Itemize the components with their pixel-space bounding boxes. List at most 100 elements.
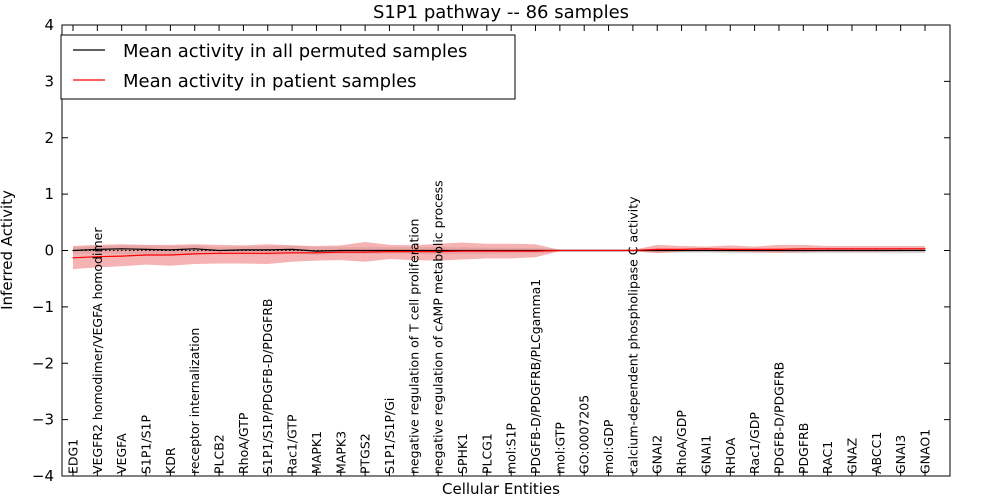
point-permuted-2 (121, 248, 123, 250)
y-tick-label: 2 (44, 129, 54, 147)
legend-label-patient: Mean activity in patient samples (123, 71, 417, 92)
point-patient-2 (121, 255, 123, 257)
point-patient-25 (681, 248, 683, 250)
category-label: MAPK3 (333, 431, 348, 474)
point-permuted-11 (340, 249, 342, 252)
category-label: Rac1/GTP (285, 414, 300, 474)
category-label: RAC1 (820, 441, 835, 474)
point-permuted-9 (291, 248, 293, 250)
point-permuted-28 (754, 249, 756, 252)
category-label: Rac1/GDP (747, 412, 762, 474)
point-permuted-12 (364, 249, 366, 252)
legend-box (60, 34, 516, 100)
point-patient-18 (510, 250, 512, 252)
line-patient (72, 248, 925, 259)
point-patient-10 (315, 252, 317, 254)
category-label: PDGFRB (796, 423, 811, 474)
point-permuted-33 (875, 249, 877, 252)
point-permuted-3 (145, 248, 147, 250)
category-label: mol:S1P (504, 423, 519, 474)
point-patient-23 (632, 249, 634, 252)
plot-frame (61, 24, 951, 477)
category-label: PLCG1 (479, 433, 494, 474)
point-patient-27 (729, 248, 731, 250)
legend-label-permuted: Mean activity in all permuted samples (123, 41, 467, 62)
category-label: GNAO1 (918, 429, 933, 474)
point-permuted-10 (315, 250, 317, 252)
point-patient-17 (486, 250, 488, 252)
category-label: ABCC1 (869, 432, 884, 474)
y-tick-label: 1 (44, 185, 54, 203)
point-permuted-32 (851, 249, 853, 252)
category-label: receptor internalization (187, 328, 202, 474)
point-patient-29 (778, 248, 780, 250)
y-tick-label: −1 (32, 298, 54, 316)
point-permuted-7 (242, 249, 244, 251)
point-patient-35 (924, 248, 926, 250)
point-patient-20 (559, 249, 561, 252)
category-label: SPHK1 (455, 433, 470, 474)
point-patient-21 (583, 249, 585, 252)
category-label: PDGFB-D/PDGFRB/PLCgamma1 (528, 279, 543, 474)
category-label: GNAI2 (650, 435, 665, 474)
point-permuted-35 (924, 249, 926, 252)
point-patient-9 (291, 252, 293, 254)
point-permuted-8 (267, 249, 269, 251)
point-permuted-4 (169, 249, 171, 251)
category-label: calcium-dependent phospholipase C activi… (625, 196, 640, 474)
y-tick-label: 4 (44, 16, 54, 34)
point-patient-31 (827, 248, 829, 250)
point-patient-22 (607, 249, 610, 252)
point-permuted-14 (413, 249, 415, 252)
point-permuted-26 (705, 249, 707, 252)
category-label: PDGFB-D/PDGFRB (771, 362, 786, 474)
y-tick-label: −3 (32, 411, 54, 429)
category-label: RhoA/GTP (236, 412, 251, 474)
point-permuted-25 (681, 249, 683, 252)
point-patient-5 (194, 253, 196, 255)
point-patient-30 (802, 248, 804, 250)
point-permuted-30 (802, 249, 804, 252)
point-patient-11 (340, 251, 342, 253)
category-label: S1P1/S1P (139, 415, 154, 474)
y-axis-label: Inferred Activity (0, 190, 16, 310)
category-label: negative regulation of cAMP metabolic pr… (431, 180, 446, 474)
category-label: RHOA (723, 437, 738, 474)
point-patient-16 (461, 250, 464, 252)
legend: Mean activity in all permuted samples Me… (60, 34, 516, 100)
point-patient-15 (437, 251, 439, 253)
point-permuted-34 (900, 249, 902, 252)
point-permuted-5 (194, 248, 196, 250)
category-label: PLCB2 (212, 434, 227, 474)
point-patient-12 (364, 251, 366, 253)
category-label: VEGFA (114, 433, 129, 474)
point-patient-26 (705, 248, 707, 250)
category-label: GNAI3 (893, 435, 908, 474)
category-label: RhoA/GDP (674, 410, 689, 474)
point-patient-8 (267, 252, 269, 254)
y-tick-label: −4 (32, 467, 54, 485)
category-label: GNAZ (845, 438, 860, 474)
point-permuted-6 (218, 249, 220, 252)
series-lines (72, 248, 926, 259)
point-patient-34 (900, 248, 902, 250)
point-permuted-13 (388, 249, 391, 252)
y-tick-label: 3 (44, 72, 54, 90)
point-patient-28 (754, 248, 756, 250)
category-label: VEGFR2 homodimer/VEGFA homodimer (90, 227, 105, 474)
category-label: EDG1 (66, 439, 81, 474)
point-patient-7 (242, 252, 244, 254)
point-permuted-15 (437, 249, 439, 252)
point-permuted-1 (96, 248, 98, 250)
y-tick-label: −2 (32, 354, 54, 372)
point-permuted-0 (72, 249, 74, 252)
category-label: PTGS2 (358, 433, 373, 474)
category-label: KDR (163, 447, 178, 474)
point-patient-1 (96, 256, 98, 258)
point-patient-24 (656, 248, 658, 250)
category-label: mol:GTP (552, 422, 567, 474)
point-patient-0 (72, 257, 74, 259)
point-patient-4 (169, 254, 171, 256)
y-tick-label: 0 (44, 242, 54, 260)
point-patient-14 (413, 251, 415, 253)
